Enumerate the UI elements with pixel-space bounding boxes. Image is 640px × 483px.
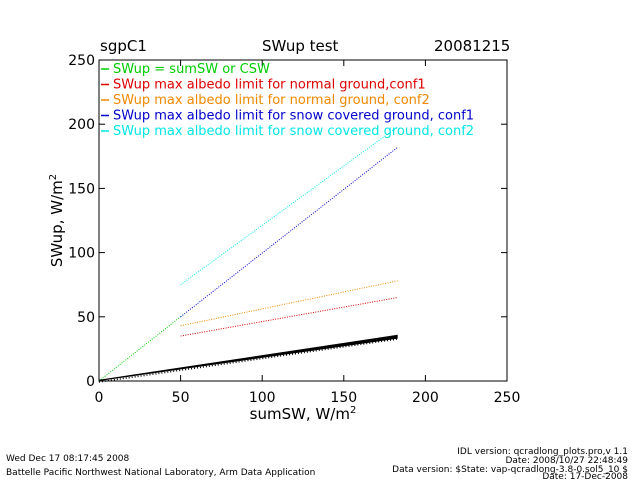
legend-entry-3: SWup max albedo limit for normal ground,…	[113, 93, 430, 108]
x-axis-title-exponent: 2	[350, 405, 356, 416]
y-tick-label: 50	[77, 310, 95, 326]
footer-data-version: Data version: $State: vap-qcradlong-3.8-…	[392, 465, 628, 475]
series-line-2	[180, 297, 398, 337]
y-tick-label: 100	[68, 246, 95, 262]
legend-entry-5: SWup max albedo limit for snow covered g…	[113, 124, 474, 139]
site-label: sgpC1	[100, 37, 147, 55]
series-line-5	[180, 126, 398, 286]
page-title: SWup test	[262, 37, 339, 55]
plot-frame	[98, 59, 508, 382]
y-axis-title-exponent: 2	[48, 174, 59, 180]
legend-entry-2: SWup max albedo limit for normal ground,…	[113, 78, 426, 93]
x-tick-label: 250	[494, 390, 521, 406]
x-tick-label: 200	[412, 390, 439, 406]
x-tick-label: 100	[249, 390, 276, 406]
y-tick-label: 150	[68, 181, 95, 197]
series-line-4	[180, 146, 398, 318]
footer-lab: Battelle Pacific Northwest National Labo…	[6, 468, 316, 478]
x-tick-label: 0	[95, 390, 104, 406]
observed-scatter-band	[99, 334, 398, 381]
y-tick-label: 200	[68, 117, 95, 133]
x-tick-label: 150	[330, 390, 357, 406]
footer-idl-version: IDL version: qcradlong_plots.pro,v 1.1	[457, 447, 628, 457]
series-line-3	[180, 280, 398, 327]
y-tick-label: 250	[68, 53, 95, 69]
legend-entry-1: SWup = sumSW or CSW	[113, 62, 270, 77]
legend-entry-4: SWup max albedo limit for snow covered g…	[113, 109, 474, 124]
series-line-1	[98, 316, 181, 382]
observed-scatter-edge	[98, 338, 398, 383]
footer-timestamp: Wed Dec 17 08:17:45 2008	[6, 454, 130, 464]
x-axis-title: sumSW, W/m2	[250, 405, 357, 423]
y-tick-label: 0	[86, 374, 95, 390]
x-tick-label: 50	[172, 390, 190, 406]
y-axis-title: SWup, W/m2	[48, 174, 66, 267]
footer-file-date: Date: 2008/10/27 22:48:49	[505, 456, 628, 466]
footer-data-date: Date: 17-Dec-2008	[542, 472, 628, 482]
date-label: 20081215	[434, 37, 511, 55]
